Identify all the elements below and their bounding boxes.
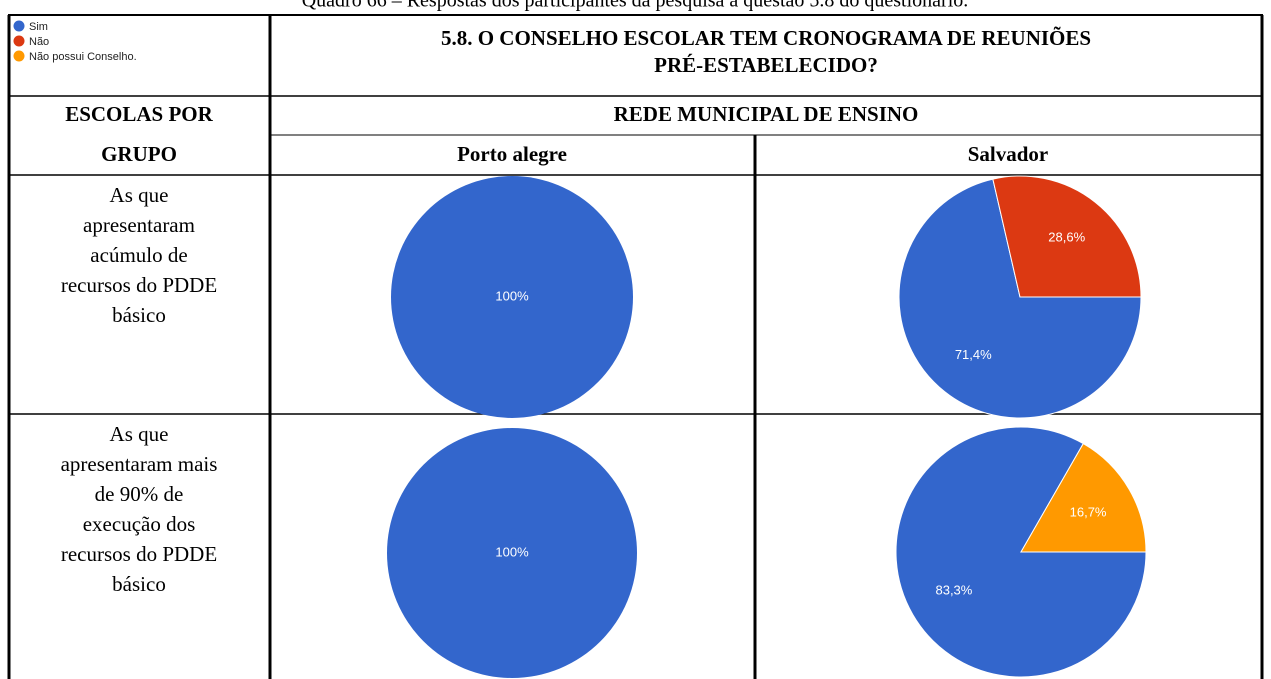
row-label: recursos do PDDE <box>61 273 217 297</box>
table-borders <box>7 14 1264 679</box>
legend-swatch <box>13 35 25 47</box>
group-header: GRUPO <box>101 142 177 166</box>
row-label: apresentaram <box>83 213 195 237</box>
pie-slice <box>898 178 1142 419</box>
pie-value-label: 16,7% <box>1070 505 1107 520</box>
pie-slice <box>391 176 633 418</box>
pie-slice <box>387 428 637 678</box>
row-label: acúmulo de <box>90 243 187 267</box>
legend-label: Não possui Conselho. <box>29 51 137 63</box>
pie-slice <box>895 426 1147 678</box>
pie-value-label: 100% <box>495 544 529 559</box>
pie-value-label: 83,3% <box>935 582 972 597</box>
network-header: REDE MUNICIPAL DE ENSINO <box>614 102 919 126</box>
pie-slice <box>992 175 1142 298</box>
legend-label: Sim <box>29 21 48 33</box>
question-title: 5.8. O CONSELHO ESCOLAR TEM CRONOGRAMA D… <box>441 26 1091 50</box>
group-header: ESCOLAS POR <box>65 102 213 126</box>
caption: Quadro 66 – Respostas dos participantes … <box>302 0 969 12</box>
row-label: de 90% de <box>95 482 184 506</box>
row-label: recursos do PDDE <box>61 542 217 566</box>
city-header: Salvador <box>968 142 1049 166</box>
row-label: As que <box>110 422 169 446</box>
question-title: PRÉ-ESTABELECIDO? <box>654 53 878 77</box>
city-header: Porto alegre <box>457 142 567 166</box>
row-label: básico <box>112 572 166 596</box>
row-label: As que <box>110 183 169 207</box>
row-label: apresentaram mais <box>61 452 218 476</box>
pie-slice <box>1020 442 1147 553</box>
row-label: básico <box>112 303 166 327</box>
pie-value-label: 28,6% <box>1048 230 1085 245</box>
legend-swatch <box>13 20 25 32</box>
pie-value-label: 100% <box>495 288 529 303</box>
pie-value-label: 71,4% <box>955 347 992 362</box>
legend-swatch <box>13 50 25 62</box>
legend-label: Não <box>29 36 49 48</box>
row-label: execução dos <box>83 512 196 536</box>
